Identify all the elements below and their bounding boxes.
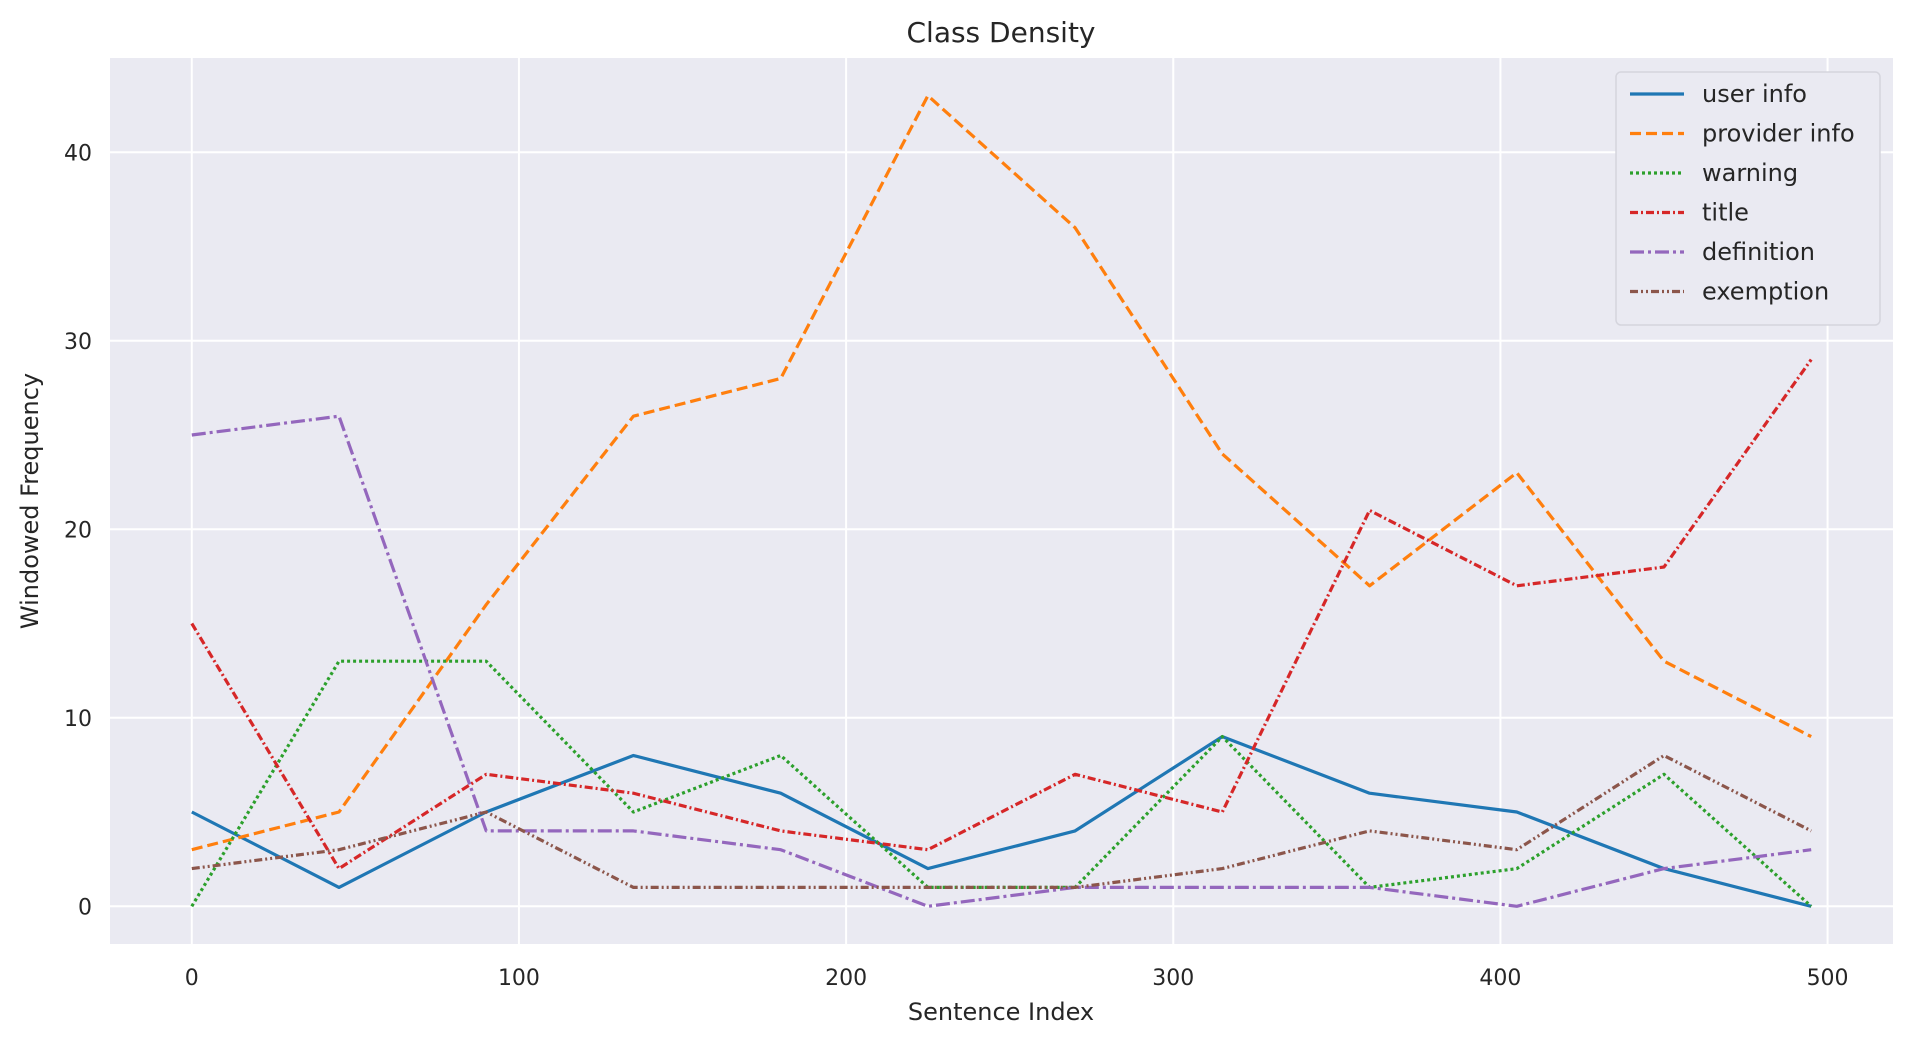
legend-label: provider info	[1702, 120, 1855, 148]
legend-box	[1615, 71, 1881, 326]
series-line-warning	[190, 659, 1813, 908]
x-tick-label: 500	[1807, 966, 1849, 991]
series-lines	[190, 94, 1813, 908]
y-tick-label: 10	[64, 707, 92, 732]
series-line-user-info	[191, 734, 1812, 908]
series-line-title	[190, 358, 1813, 871]
series-line-provider-info	[191, 94, 1812, 852]
x-tick-label: 200	[825, 966, 867, 991]
legend-label: user info	[1702, 80, 1807, 108]
legend-label: definition	[1702, 238, 1815, 266]
chart-title: Class Density	[906, 16, 1095, 49]
legend-label: title	[1702, 199, 1749, 227]
x-tick-label: 300	[1152, 966, 1194, 991]
x-axis-ticks: 0 100 200 300 400 500	[185, 966, 1849, 991]
x-tick-label: 400	[1479, 966, 1521, 991]
plot-area	[110, 58, 1893, 944]
x-tick-label: 0	[185, 966, 199, 991]
grid-lines	[110, 58, 1893, 944]
x-tick-label: 100	[498, 966, 540, 991]
y-tick-label: 20	[64, 518, 92, 543]
legend: user info provider info warning title defini…	[1615, 71, 1881, 326]
y-tick-label: 30	[64, 330, 92, 355]
series-line-definition	[191, 414, 1812, 908]
legend-label: exemption	[1702, 278, 1829, 306]
y-tick-label: 0	[78, 895, 92, 920]
series-line-exemption	[191, 753, 1812, 890]
y-axis-label: Windowed Frequency	[16, 373, 44, 629]
y-tick-label: 40	[64, 141, 92, 166]
x-axis-label: Sentence Index	[908, 998, 1094, 1026]
y-axis-ticks: 0 10 20 30 40	[64, 141, 92, 920]
legend-label: warning	[1702, 159, 1798, 187]
